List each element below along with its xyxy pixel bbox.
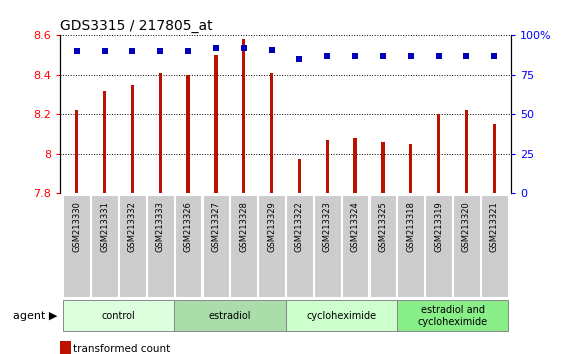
FancyBboxPatch shape (314, 195, 341, 297)
Bar (437, 114, 440, 193)
Bar (270, 73, 274, 193)
FancyBboxPatch shape (397, 195, 424, 297)
Text: GSM213332: GSM213332 (128, 201, 137, 252)
Text: GSM213325: GSM213325 (379, 201, 388, 252)
Text: estradiol and
cycloheximide: estradiol and cycloheximide (417, 305, 488, 327)
FancyBboxPatch shape (230, 195, 257, 297)
FancyBboxPatch shape (342, 195, 368, 297)
Point (351, 53, 360, 59)
Text: estradiol: estradiol (208, 311, 251, 321)
Text: GSM213331: GSM213331 (100, 201, 109, 252)
Text: GSM213322: GSM213322 (295, 201, 304, 252)
Point (239, 45, 248, 51)
Bar (493, 124, 496, 193)
Bar (353, 138, 357, 193)
Point (100, 48, 109, 54)
Bar (325, 140, 329, 193)
Text: GSM213333: GSM213333 (156, 201, 164, 252)
Text: GSM213330: GSM213330 (72, 201, 81, 252)
Text: GSM213318: GSM213318 (407, 201, 415, 252)
Text: GSM213327: GSM213327 (211, 201, 220, 252)
Text: GSM213320: GSM213320 (462, 201, 471, 252)
Bar (214, 55, 218, 193)
FancyBboxPatch shape (147, 195, 174, 297)
Text: GDS3315 / 217805_at: GDS3315 / 217805_at (60, 19, 212, 33)
Text: GSM213323: GSM213323 (323, 201, 332, 252)
Point (128, 48, 137, 54)
Text: GSM213329: GSM213329 (267, 201, 276, 252)
Bar (186, 75, 190, 193)
Text: GSM213324: GSM213324 (351, 201, 360, 252)
FancyBboxPatch shape (397, 301, 508, 331)
Bar (409, 144, 412, 193)
FancyBboxPatch shape (425, 195, 452, 297)
FancyBboxPatch shape (286, 195, 313, 297)
FancyBboxPatch shape (174, 301, 286, 331)
Point (211, 45, 220, 51)
FancyBboxPatch shape (258, 195, 285, 297)
FancyBboxPatch shape (286, 301, 397, 331)
FancyBboxPatch shape (175, 195, 202, 297)
Point (462, 53, 471, 59)
Point (490, 53, 499, 59)
Text: control: control (102, 311, 135, 321)
FancyBboxPatch shape (63, 195, 90, 297)
FancyBboxPatch shape (91, 195, 118, 297)
Text: agent ▶: agent ▶ (13, 311, 57, 321)
Point (267, 47, 276, 52)
Bar (75, 110, 78, 193)
Point (156, 48, 165, 54)
Text: GSM213321: GSM213321 (490, 201, 499, 252)
Text: transformed count: transformed count (73, 344, 170, 354)
Bar (381, 142, 385, 193)
Bar (60, 341, 71, 354)
FancyBboxPatch shape (369, 195, 396, 297)
Point (434, 53, 443, 59)
Point (323, 53, 332, 59)
Point (379, 53, 388, 59)
Text: GSM213326: GSM213326 (183, 201, 192, 252)
Bar (242, 39, 246, 193)
Text: cycloheximide: cycloheximide (306, 311, 376, 321)
Text: GSM213328: GSM213328 (239, 201, 248, 252)
FancyBboxPatch shape (63, 301, 174, 331)
Bar (159, 73, 162, 193)
FancyBboxPatch shape (119, 195, 146, 297)
FancyBboxPatch shape (453, 195, 480, 297)
Bar (297, 159, 301, 193)
Point (72, 48, 81, 54)
Point (183, 48, 192, 54)
Bar (465, 110, 468, 193)
Point (295, 56, 304, 62)
Point (406, 53, 415, 59)
Text: GSM213319: GSM213319 (434, 201, 443, 252)
Bar (131, 85, 134, 193)
FancyBboxPatch shape (481, 195, 508, 297)
FancyBboxPatch shape (203, 195, 229, 297)
Bar (103, 91, 106, 193)
